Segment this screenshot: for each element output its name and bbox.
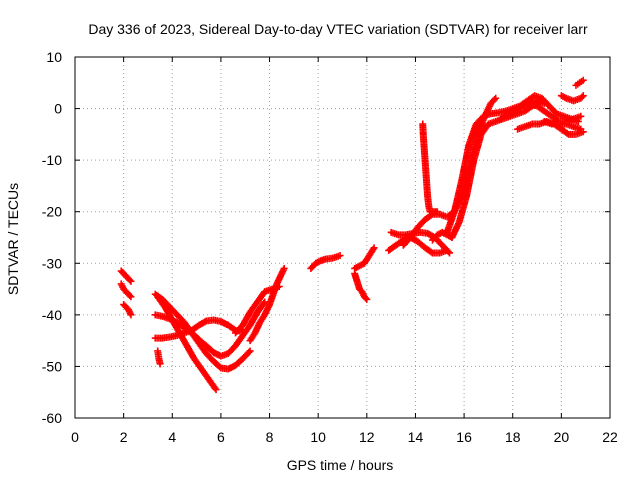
data-point-15	[490, 96, 498, 104]
y-tick-label: 10	[46, 49, 62, 65]
y-tick-label: -30	[42, 255, 62, 271]
data-point-2	[127, 311, 135, 319]
y-tick-label: -50	[42, 358, 62, 374]
data-point-6	[201, 318, 209, 326]
axis-ticks: 0 2 4 6 8 10 12 14 16 18 20 22 -60 -50 -40 -30 -20 -10 0 10	[42, 49, 618, 445]
data-point-23	[577, 125, 585, 133]
x-tick-label: 2	[120, 429, 128, 445]
data-point-7	[156, 360, 164, 368]
y-tick-label: 0	[54, 101, 62, 117]
data-point-20	[577, 112, 585, 120]
data-point-15	[427, 211, 435, 219]
data-point-4	[212, 386, 220, 394]
x-tick-label: 0	[71, 429, 79, 445]
y-tick-label: -60	[42, 410, 62, 426]
data-point-5	[261, 298, 269, 306]
y-tick-label: -10	[42, 152, 62, 168]
x-tick-label: 20	[554, 429, 570, 445]
data-point-0	[127, 277, 135, 285]
data-point-1	[127, 293, 135, 301]
x-tick-label: 4	[168, 429, 176, 445]
data-point-24	[578, 93, 586, 101]
data-point-3	[246, 347, 254, 355]
x-tick-label: 22	[602, 429, 618, 445]
data-point-12	[363, 295, 371, 303]
data-point-0	[126, 276, 134, 284]
data-point-6	[239, 327, 247, 335]
x-tick-label: 18	[505, 429, 521, 445]
data-point-17	[433, 208, 441, 216]
data-point-22	[563, 129, 571, 137]
data-point-15	[492, 94, 500, 102]
gridlines	[75, 57, 610, 418]
x-tick-label: 8	[266, 429, 274, 445]
data-point-24	[579, 92, 587, 100]
data-point-10	[336, 252, 344, 260]
x-tick-label: 14	[408, 429, 424, 445]
x-tick-label: 16	[456, 429, 472, 445]
data-point-25	[579, 76, 587, 84]
data-point-4	[211, 384, 219, 392]
data-points	[117, 76, 587, 394]
data-point-9	[280, 264, 288, 272]
data-point-14	[427, 248, 435, 256]
x-tick-label: 12	[359, 429, 375, 445]
plot-frame	[74, 56, 611, 419]
data-point-21	[540, 99, 548, 107]
data-point-5	[260, 299, 268, 307]
data-point-11	[370, 244, 378, 252]
data-point-12	[362, 294, 370, 302]
x-tick-label: 6	[217, 429, 225, 445]
y-tick-label: -40	[42, 307, 62, 323]
data-point-1	[126, 292, 134, 300]
data-point-3	[245, 348, 253, 356]
data-point-14	[443, 246, 451, 254]
chart-title: Day 336 of 2023, Sidereal Day-to-day VTE…	[88, 21, 588, 37]
x-axis-label: GPS time / hours	[287, 457, 394, 473]
y-axis-label: SDTVAR / TECUs	[5, 183, 21, 295]
y-tick-label: -20	[42, 204, 62, 220]
x-tick-label: 10	[310, 429, 326, 445]
